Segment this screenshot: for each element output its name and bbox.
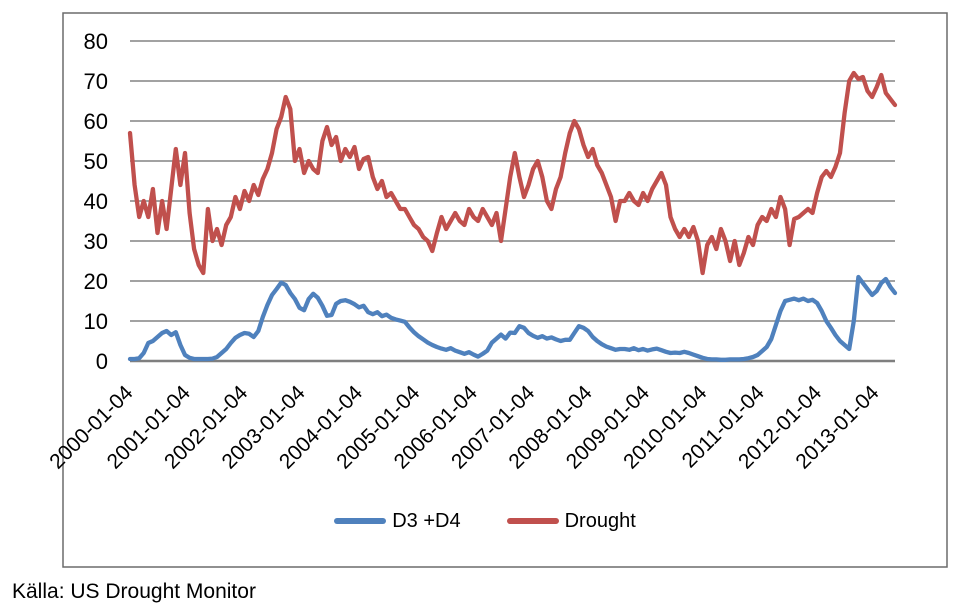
series-line-d3-d4: [127, 274, 898, 362]
y-axis-tick-label: 30: [84, 229, 108, 254]
y-axis-tick-label: 50: [84, 149, 108, 174]
y-axis-tick-label: 10: [84, 309, 108, 334]
series-line-drought: [127, 70, 898, 276]
legend: D3 +D4 Drought: [63, 509, 947, 533]
legend-item-d3d4: D3 +D4: [334, 509, 461, 533]
y-axis-tick-label: 60: [84, 109, 108, 134]
legend-label-drought: Drought: [564, 510, 636, 532]
source-caption: Källa: US Drought Monitor: [12, 580, 256, 603]
legend-item-drought: Drought: [506, 509, 636, 533]
y-axis-tick-label: 20: [84, 269, 108, 294]
legend-swatch-d3d4: [334, 518, 387, 524]
y-axis-tick-label: 0: [96, 349, 108, 374]
y-axis-tick-label: 70: [84, 69, 108, 94]
legend-swatch-drought: [506, 518, 559, 524]
chart-frame-border: [62, 12, 948, 568]
y-axis-tick-label: 80: [84, 29, 108, 54]
legend-label-d3d4: D3 +D4: [392, 510, 461, 532]
y-axis-tick-label: 40: [84, 189, 108, 214]
